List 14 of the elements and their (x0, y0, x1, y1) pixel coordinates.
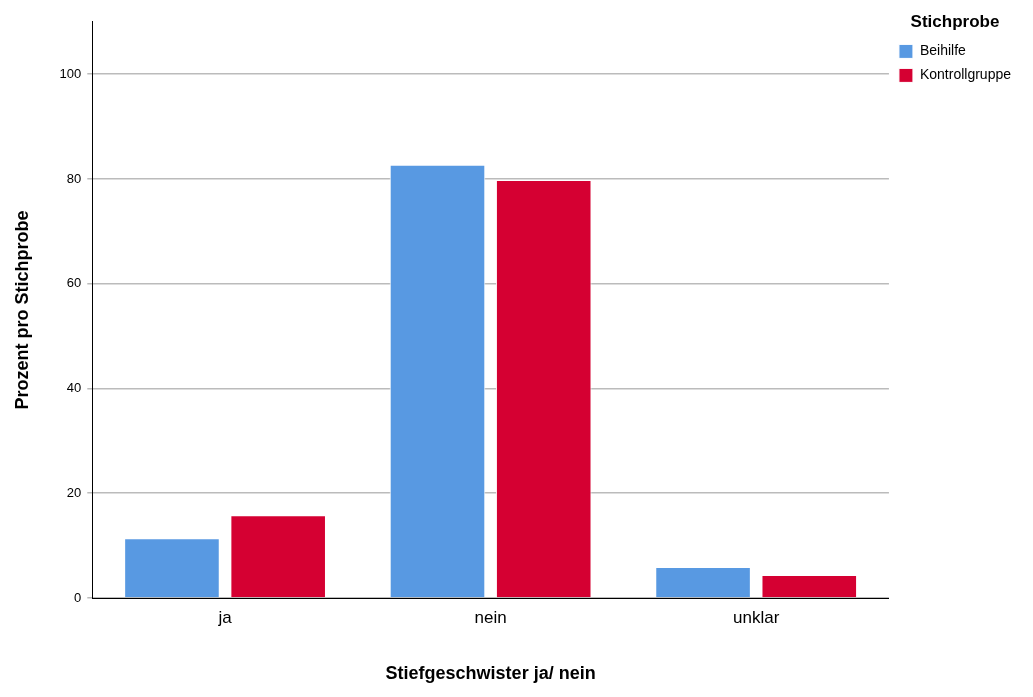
y-tick-label: 100 (59, 65, 82, 81)
y-axis-title: Prozent pro Stichprobe (11, 210, 32, 410)
y-tick-label: 20 (66, 484, 82, 500)
y-tick-label: 0 (74, 589, 82, 605)
y-tick-label: 80 (66, 170, 82, 186)
x-tick-label: ja (217, 607, 233, 627)
x-tick-label: unklar (733, 607, 780, 627)
x-tick-label: nein (474, 607, 507, 627)
y-tick-label: 40 (66, 380, 82, 396)
y-tick-label: 60 (66, 275, 82, 291)
legend-title: Stichprobe (910, 12, 1000, 32)
legend-label: Beihilfe (919, 42, 967, 59)
x-axis-title: Stiefgeschwister ja/ nein (385, 663, 596, 684)
legend-label: Kontrollgruppe (919, 66, 1012, 83)
